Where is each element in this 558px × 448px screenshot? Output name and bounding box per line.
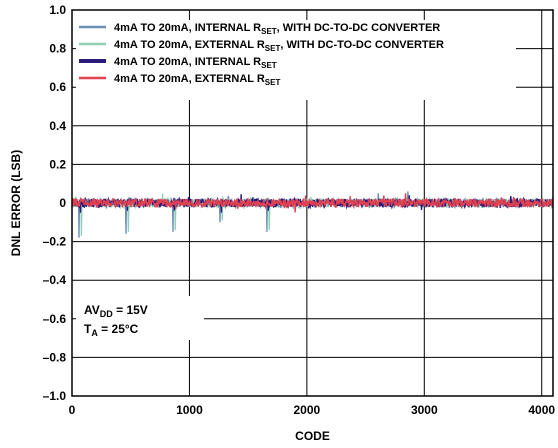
x-tick-label: 3000 [411, 403, 438, 417]
legend-label-1: 4mA TO 20mA, INTERNAL RSET, WITH DC-TO-D… [114, 22, 440, 36]
legend-label-4: 4mA TO 20mA, EXTERNAL RSET [114, 73, 280, 87]
x-tick-label: 2000 [294, 403, 321, 417]
y-tick-label: –0.8 [43, 350, 67, 364]
y-tick-label: –1.0 [43, 389, 67, 403]
y-tick-label: –0.2 [43, 235, 67, 249]
y-axis-title: DNL ERROR (LSB) [9, 150, 23, 256]
x-tick-label: 4000 [528, 403, 555, 417]
y-tick-label: 0.8 [49, 42, 66, 56]
y-tick-label: 0.6 [49, 80, 66, 94]
y-tick-label: –0.4 [43, 273, 67, 287]
y-tick-label: –0.6 [43, 312, 67, 326]
x-tick-label: 1000 [176, 403, 203, 417]
legend-label-3: 4mA TO 20mA, INTERNAL RSET [114, 56, 277, 70]
y-tick-label: 0 [59, 196, 66, 210]
series-line-1 [72, 191, 553, 237]
condition-avdd: AVDD = 15V [84, 303, 148, 319]
x-axis-title: CODE [295, 429, 330, 443]
series-line-4 [72, 193, 553, 212]
y-tick-label: 1.0 [49, 3, 66, 17]
y-tick-label: 0.2 [49, 157, 66, 171]
y-tick-label: 0.4 [49, 119, 66, 133]
x-tick-label: 0 [69, 403, 76, 417]
series-lines [72, 191, 553, 237]
